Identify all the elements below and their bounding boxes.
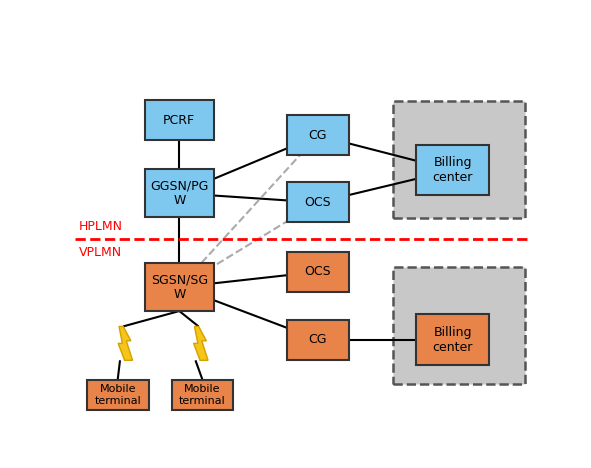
- Text: HPLMN: HPLMN: [79, 220, 123, 233]
- Text: SGSN/SG
W: SGSN/SG W: [151, 273, 208, 301]
- Bar: [87, 380, 148, 410]
- Bar: [287, 252, 349, 292]
- Text: Billing
center: Billing center: [433, 156, 473, 184]
- Text: Mobile
terminal: Mobile terminal: [95, 384, 141, 406]
- Bar: [287, 183, 349, 222]
- Text: Mobile
terminal: Mobile terminal: [179, 384, 226, 406]
- Polygon shape: [194, 327, 208, 360]
- Bar: [287, 116, 349, 155]
- Text: PCRF: PCRF: [163, 114, 196, 126]
- Bar: [171, 380, 233, 410]
- Bar: [145, 100, 214, 140]
- Text: OCS: OCS: [304, 196, 331, 209]
- Bar: [416, 145, 489, 195]
- Bar: [145, 263, 214, 311]
- Bar: [145, 169, 214, 217]
- Text: CG: CG: [309, 333, 327, 346]
- Polygon shape: [118, 327, 132, 360]
- Bar: [287, 320, 349, 359]
- Bar: [392, 267, 525, 384]
- Text: Billing
center: Billing center: [433, 326, 473, 353]
- Text: OCS: OCS: [304, 265, 331, 278]
- Text: GGSN/PG
W: GGSN/PG W: [150, 179, 209, 207]
- Text: CG: CG: [309, 129, 327, 142]
- Text: VPLMN: VPLMN: [79, 246, 122, 259]
- Bar: [392, 101, 525, 218]
- Bar: [416, 314, 489, 365]
